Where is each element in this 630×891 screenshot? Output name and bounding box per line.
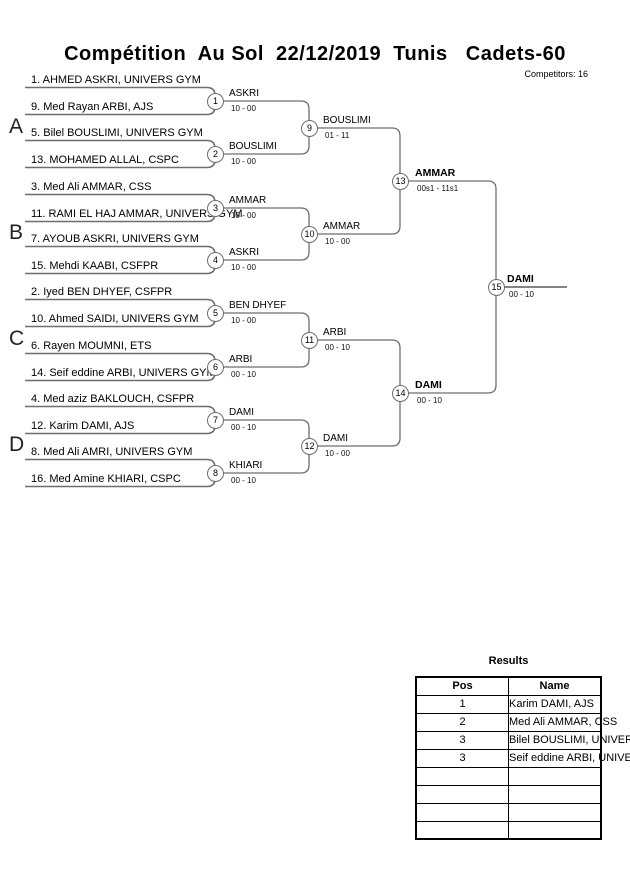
entry-name: 4. Med aziz BAKLOUCH, CSFPR xyxy=(31,393,195,405)
match-score: 00 - 10 xyxy=(231,476,256,485)
match-score: 10 - 00 xyxy=(231,157,256,166)
match-score: 00 - 10 xyxy=(325,343,350,352)
name-cell: Med Ali AMMAR, CSS xyxy=(508,712,617,732)
results-row: 1 Karim DAMI, AJS xyxy=(415,694,602,714)
pos-cell: 3 xyxy=(415,748,509,768)
name-cell xyxy=(508,802,602,822)
match-winner-label: AMMAR xyxy=(415,167,456,179)
pos-cell xyxy=(415,802,509,822)
results-row xyxy=(415,784,602,804)
group-label-b: B xyxy=(9,221,24,244)
pos-cell xyxy=(415,820,509,840)
entry-name: 8. Med Ali AMRI, UNIVERS GYM xyxy=(31,446,193,458)
match-number-badge: 9 xyxy=(301,120,318,137)
entry-name: 16. Med Amine KHIARI, CSPC xyxy=(31,473,181,485)
match-winner-label: AMMAR xyxy=(229,195,267,206)
match-number-badge: 4 xyxy=(207,252,224,269)
match-winner-label: AMMAR xyxy=(323,221,361,232)
entry-name: 1. AHMED ASKRI, UNIVERS GYM xyxy=(31,74,201,86)
entry-name: 15. Mehdi KAABI, CSFPR xyxy=(31,260,159,272)
results-row xyxy=(415,820,602,840)
results-row: 3 Bilel BOUSLIMI, UNIVERS GYM xyxy=(415,730,630,750)
name-cell: Seif eddine ARBI, UNIVERS GYM xyxy=(508,748,630,768)
group-label-d: D xyxy=(9,433,25,456)
match-number-badge: 1 xyxy=(207,93,224,110)
match-score: 00s1 - 11s1 xyxy=(417,184,459,193)
match-score: 10 - 00 xyxy=(325,449,350,458)
entry-name: 11. RAMI EL HAJ AMMAR, UNIVERS GYM xyxy=(31,208,243,220)
match-score: 00 - 10 xyxy=(417,396,442,405)
match-score: 00 - 10 xyxy=(231,423,256,432)
tournament-title: Compétition Au Sol 22/12/2019 Tunis Cade… xyxy=(64,43,566,65)
match-number-badge: 5 xyxy=(207,305,224,322)
results-table: Pos Name 1 Karim DAMI, AJS 2 Med Ali AMM… xyxy=(415,676,630,840)
entry-name: 3. Med Ali AMMAR, CSS xyxy=(31,181,152,193)
results-header-row: Pos Name xyxy=(415,676,602,696)
results-row xyxy=(415,802,602,822)
match-score: 01 - 11 xyxy=(325,131,350,140)
group-label-c: C xyxy=(9,327,25,350)
match-score: 10 - 00 xyxy=(231,211,256,220)
results-title: Results xyxy=(488,655,529,667)
results-row: 2 Med Ali AMMAR, CSS xyxy=(415,712,617,732)
semifinal-connectors xyxy=(317,127,401,447)
pos-cell: 3 xyxy=(415,730,509,750)
match-number-badge: 12 xyxy=(301,438,318,455)
name-cell xyxy=(508,766,602,786)
entry-name: 7. AYOUB ASKRI, UNIVERS GYM xyxy=(31,233,199,245)
match-score: 10 - 00 xyxy=(231,104,256,113)
match-number-badge: 13 xyxy=(392,173,409,190)
match-number-badge: 7 xyxy=(207,412,224,429)
match-winner-label: DAMI xyxy=(229,407,254,418)
champion-label: DAMI xyxy=(507,273,534,285)
match-number-badge: 10 xyxy=(301,226,318,243)
entry-name: 5. Bilel BOUSLIMI, UNIVERS GYM xyxy=(31,127,203,139)
match-winner-label: ASKRI xyxy=(229,247,260,258)
entry-name: 10. Ahmed SAIDI, UNIVERS GYM xyxy=(31,313,199,325)
match-score: 00 - 10 xyxy=(509,290,534,299)
pos-cell xyxy=(415,784,509,804)
entry-name: 2. Iyed BEN DHYEF, CSFPR xyxy=(31,286,173,298)
pos-cell xyxy=(415,766,509,786)
match-number-badge: 15 xyxy=(488,279,505,296)
results-col-name: Name xyxy=(508,676,602,696)
match-number-badge: 14 xyxy=(392,385,409,402)
results-col-pos: Pos xyxy=(415,676,509,696)
name-cell xyxy=(508,784,602,804)
match-score: 00 - 10 xyxy=(231,370,256,379)
match-number-badge: 11 xyxy=(301,332,318,349)
pos-cell: 1 xyxy=(415,694,509,714)
entry-name: 14. Seif eddine ARBI, UNIVERS GYM xyxy=(31,367,216,379)
match-winner-label: DAMI xyxy=(323,433,348,444)
match-winner-label: KHIARI xyxy=(229,460,263,471)
match-winner-label: ARBI xyxy=(323,327,347,338)
match-winner-label: BOUSLIMI xyxy=(323,115,371,126)
competitors-count: Competitors: 16 xyxy=(524,69,588,79)
match-winner-label: BEN DHYEF xyxy=(229,300,287,311)
pos-cell: 2 xyxy=(415,712,509,732)
name-cell: Bilel BOUSLIMI, UNIVERS GYM xyxy=(508,730,630,750)
match-score: 10 - 00 xyxy=(231,316,256,325)
match-number-badge: 3 xyxy=(207,200,224,217)
entry-name: 6. Rayen MOUMNI, ETS xyxy=(31,340,152,352)
results-row xyxy=(415,766,602,786)
results-row: 3 Seif eddine ARBI, UNIVERS GYM xyxy=(415,748,630,768)
entry-name: 9. Med Rayan ARBI, AJS xyxy=(31,101,154,113)
name-cell xyxy=(508,820,602,840)
match-winner-label: ASKRI xyxy=(229,88,260,99)
match-score: 10 - 00 xyxy=(325,237,350,246)
match-winner-label: DAMI xyxy=(415,379,442,391)
match-winner-label: ARBI xyxy=(229,354,253,365)
match-score: 10 - 00 xyxy=(231,263,256,272)
match-number-badge: 8 xyxy=(207,465,224,482)
match-winner-label: BOUSLIMI xyxy=(229,141,277,152)
name-cell: Karim DAMI, AJS xyxy=(508,694,602,714)
match-number-badge: 6 xyxy=(207,359,224,376)
match-number-badge: 2 xyxy=(207,146,224,163)
group-label-a: A xyxy=(9,115,24,138)
entry-name: 12. Karim DAMI, AJS xyxy=(31,420,135,432)
entry-name: 13. MOHAMED ALLAL, CSPC xyxy=(31,154,179,166)
